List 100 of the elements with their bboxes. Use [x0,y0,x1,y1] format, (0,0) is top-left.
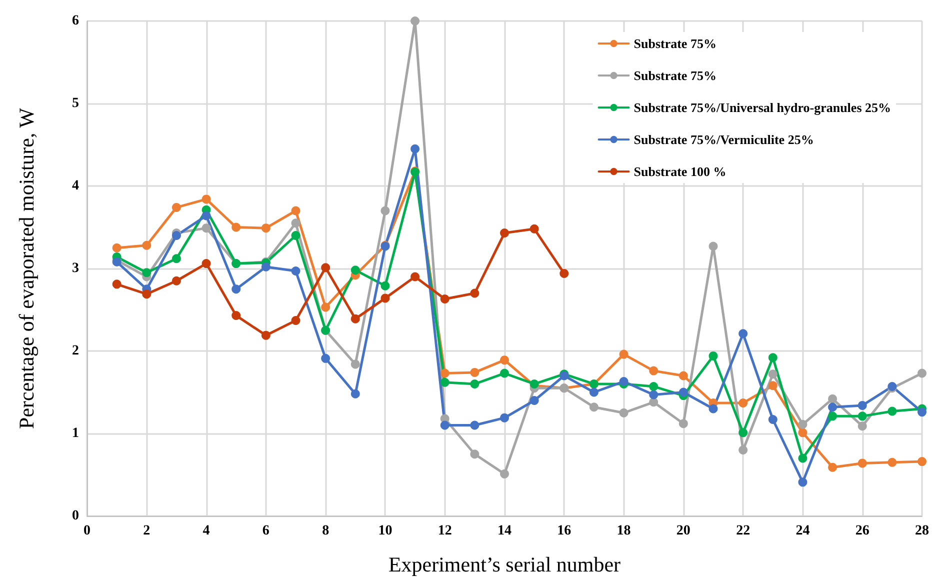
point [768,381,778,390]
point [768,353,778,362]
point [321,354,330,363]
point [440,378,450,387]
point [112,280,122,289]
x-tick-label: 18 [616,524,631,538]
point [172,254,181,264]
point [261,224,270,233]
point [708,404,718,414]
point [350,266,360,275]
point [798,420,808,429]
point [888,458,897,467]
x-tick-label: 4 [202,524,210,538]
point [470,450,480,459]
point [440,294,450,304]
point [858,458,867,468]
x-tick-label: 6 [262,524,270,538]
y-tick-label: 1 [72,426,79,441]
point [918,368,926,378]
y-tick-label: 4 [72,178,79,194]
legend-label: Substrate 75% [634,36,716,51]
point [470,288,480,298]
point [708,351,718,360]
point [202,259,211,268]
point [530,224,539,234]
point [500,413,509,422]
y-tick-label: 0 [72,508,79,524]
point [649,382,658,391]
point [649,398,658,407]
point [470,368,480,377]
point [678,419,688,428]
point [440,368,450,378]
point [410,272,420,282]
y-tick-label: 6 [72,14,79,28]
point [649,366,658,376]
point [798,454,808,463]
point [232,284,241,294]
point [142,268,152,278]
x-tick-label: 12 [438,524,452,538]
point [291,206,300,216]
point [291,316,300,325]
point [798,478,808,487]
point [530,396,539,405]
point [172,202,181,212]
x-tick-label: 20 [676,524,690,538]
point [678,371,688,380]
x-tick-label: 8 [322,524,330,538]
x-tick-label: 26 [855,524,870,538]
x-tick-label: 10 [378,524,392,538]
point [500,228,509,238]
point [202,224,211,233]
y-axis-title: Percentage of evaporated moisture, W [14,108,38,429]
point [858,412,867,421]
point [888,406,897,416]
point [172,276,181,286]
point [768,370,778,379]
point [768,414,778,424]
y-tick-label: 3 [72,261,79,276]
point [738,398,748,408]
point [350,389,360,398]
point [112,243,122,252]
point [589,388,598,397]
x-tick-label: 16 [557,524,572,538]
point [172,231,181,240]
point [708,242,718,251]
point [202,211,211,220]
point [321,263,330,272]
point [321,302,330,312]
point [380,294,390,303]
point [232,311,241,320]
point [470,380,480,388]
point [470,420,480,430]
point [500,469,509,478]
point [798,428,808,438]
point [738,329,748,338]
x-tick-label: 24 [796,524,810,538]
legend-label: Substrate 100 % [634,164,726,179]
point [589,402,598,412]
point [291,218,300,228]
x-tick-label: 28 [915,524,929,538]
point [142,290,152,299]
point [828,394,838,404]
point [649,390,658,400]
point [560,268,569,278]
point [142,240,152,250]
point [291,266,300,276]
legend-label: Substrate 75% [634,68,716,83]
point [380,206,390,216]
point [232,222,241,232]
x-tick-label: 22 [736,524,750,538]
point [858,422,867,431]
point [828,412,838,421]
point [678,388,688,397]
point [291,231,300,240]
legend-label: Substrate 75%/Vermiculite 25% [634,132,814,147]
point [828,462,838,472]
x-tick-label: 2 [143,524,150,538]
point [500,368,509,378]
point [918,457,926,466]
point [410,144,420,154]
